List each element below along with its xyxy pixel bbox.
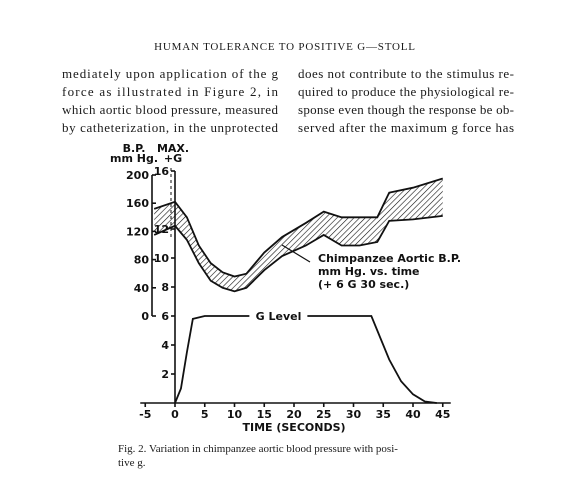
y2-axis-label: mm Hg. [110,152,158,165]
y-tick-label: 10 [154,252,170,265]
series-line [174,315,437,404]
y2-tick-label: 0 [141,310,149,323]
x-tick-label: 45 [435,408,450,421]
y2-tick-label: 200 [126,169,149,182]
body-text-line: by catheterization, in the unprotected [62,120,279,135]
y2-tick-label: 80 [134,254,150,267]
body-text-line: sponse even though the response be ob- [298,102,514,117]
caption: Fig. 2. Variation in chimpanzee aortic b… [118,443,398,455]
caption: tive g. [118,457,146,469]
x-tick-label: 40 [405,408,421,421]
body-text-line: force as illustrated in Figure 2, in [62,84,279,99]
y2-tick-label: 120 [126,225,149,238]
y-tick-label: 8 [161,281,169,294]
y-tick-label: 4 [161,339,169,352]
y-tick-label: 16 [154,165,170,178]
body-text-line: served after the maximum g force has [298,120,514,135]
y2-tick-label: 160 [126,197,149,210]
label-backdrop [249,308,308,324]
x-tick-label: 20 [286,408,302,421]
y-axis-label: MAX. [157,142,189,155]
x-tick-label: 35 [376,408,391,421]
y-tick-label: 2 [161,368,169,381]
series-label: G Level [256,310,302,323]
x-tick-label: 0 [171,408,179,421]
annotation: mm Hg. vs. time [318,265,420,278]
x-tick-label: 5 [201,408,209,421]
y-tick-label: 6 [161,310,169,323]
annotation: (+ 6 G 30 sec.) [318,278,409,291]
annotation: Chimpanzee Aortic B.P. [318,252,461,265]
x-tick-label: 25 [316,408,331,421]
body-text-line: mediately upon application of the g [62,66,279,81]
series-line [153,177,444,278]
y2-axis-label: B.P. [123,142,146,155]
y-axis-label: +G [164,152,182,165]
running-header: HUMAN TOLERANCE TO POSITIVE G—STOLL [154,41,416,53]
x-tick-label: 10 [227,408,243,421]
x-tick-label: -5 [139,408,151,421]
y2-tick-label: 40 [134,282,150,295]
bp-band [154,178,443,292]
leader-line [281,244,311,263]
series-line [153,214,443,293]
x-tick-label: 15 [257,408,272,421]
body-text-line: does not contribute to the stimulus re- [298,66,514,81]
x-axis-label: TIME (SECONDS) [242,421,345,434]
body-text-line: which aortic blood pressure, measured [62,102,279,117]
body-text-line: quired to produce the physiological re- [298,84,514,99]
x-tick-label: 30 [346,408,362,421]
